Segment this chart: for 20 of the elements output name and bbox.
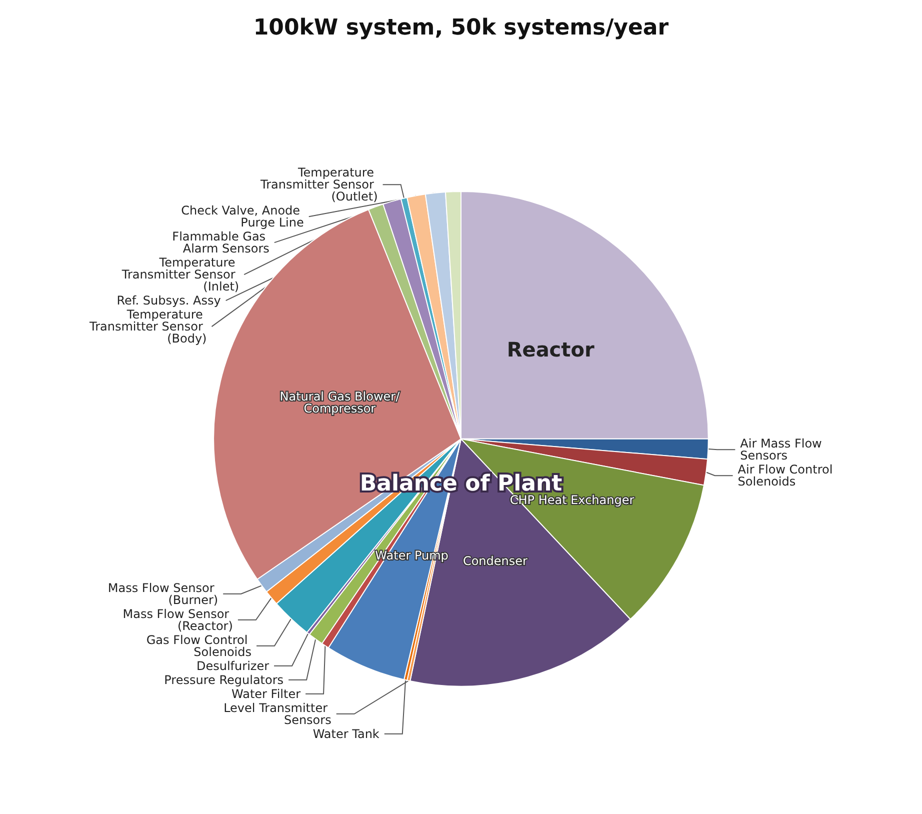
slice-label: Air Mass Flow Sensors	[740, 436, 826, 463]
slice-label: Reactor	[506, 337, 594, 362]
slice-label: Water Tank	[312, 726, 380, 741]
slice-label: Gas Flow Control Solenoids	[146, 632, 252, 659]
slice-label: Desulfurizer	[196, 658, 270, 673]
slice-label: Pressure Regulators	[164, 672, 284, 687]
slice-label: Temperature Transmitter Sensor (Inlet)	[120, 256, 240, 294]
slice-label: Water Filter	[232, 686, 301, 701]
slice-label: Check Valve, Anode Purge Line	[181, 204, 304, 230]
chart-title: 100kW system, 50k systems/year	[253, 16, 669, 40]
slice-label: Temperature Transmitter Sensor (Outlet)	[260, 166, 378, 204]
slice-label: Temperature Transmitter Sensor (Body)	[88, 308, 207, 346]
slice-label: Ref. Subsys. Assy	[116, 294, 221, 308]
slice-label: Level Transmitter Sensors	[224, 700, 332, 727]
slice-label: Mass Flow Sensor (Reactor)	[122, 606, 233, 633]
slice-label: Natural Gas Blower/Compressor	[280, 389, 401, 416]
slice-label: Flammable Gas Alarm Sensors	[172, 230, 270, 256]
slice-label: Condenser	[462, 554, 528, 568]
slice-label: Air Flow Control Solenoids	[738, 462, 836, 489]
slice-label: Mass Flow Sensor (Burner)	[108, 580, 218, 607]
